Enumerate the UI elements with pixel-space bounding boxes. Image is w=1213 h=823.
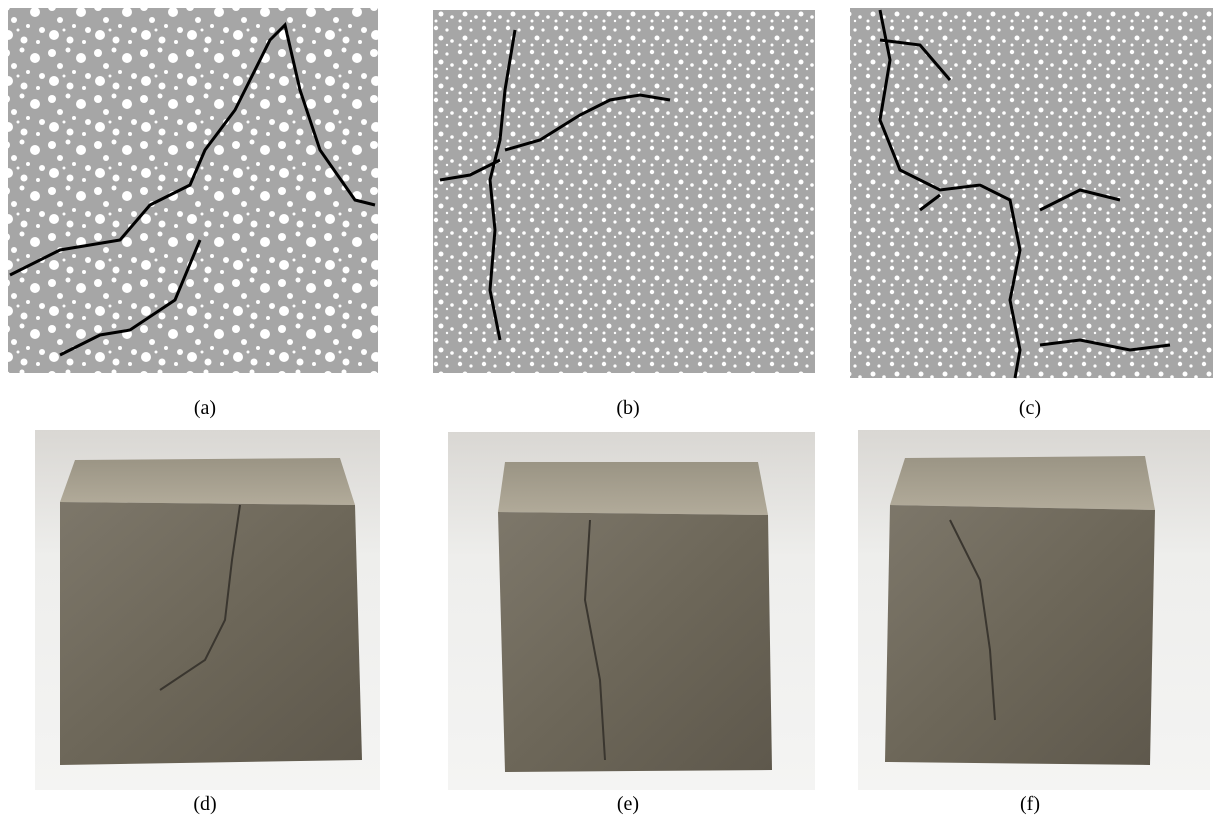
cube-photo xyxy=(448,432,815,790)
crack-map xyxy=(850,8,1213,378)
panel-label: (c) xyxy=(1019,397,1041,419)
panel-label: (a) xyxy=(194,397,216,419)
cube-photo xyxy=(35,430,380,790)
figure: (a) (b) (c) (d) (e) (f) xyxy=(0,0,1213,823)
crack-map xyxy=(8,8,378,373)
cube-photo xyxy=(858,430,1210,790)
photos xyxy=(35,430,1210,790)
crack-maps xyxy=(8,8,1213,378)
panel-label: (b) xyxy=(616,397,639,419)
panel-label: (f) xyxy=(1020,793,1040,815)
panel-label: (d) xyxy=(193,793,216,815)
panel-label: (e) xyxy=(617,793,639,815)
